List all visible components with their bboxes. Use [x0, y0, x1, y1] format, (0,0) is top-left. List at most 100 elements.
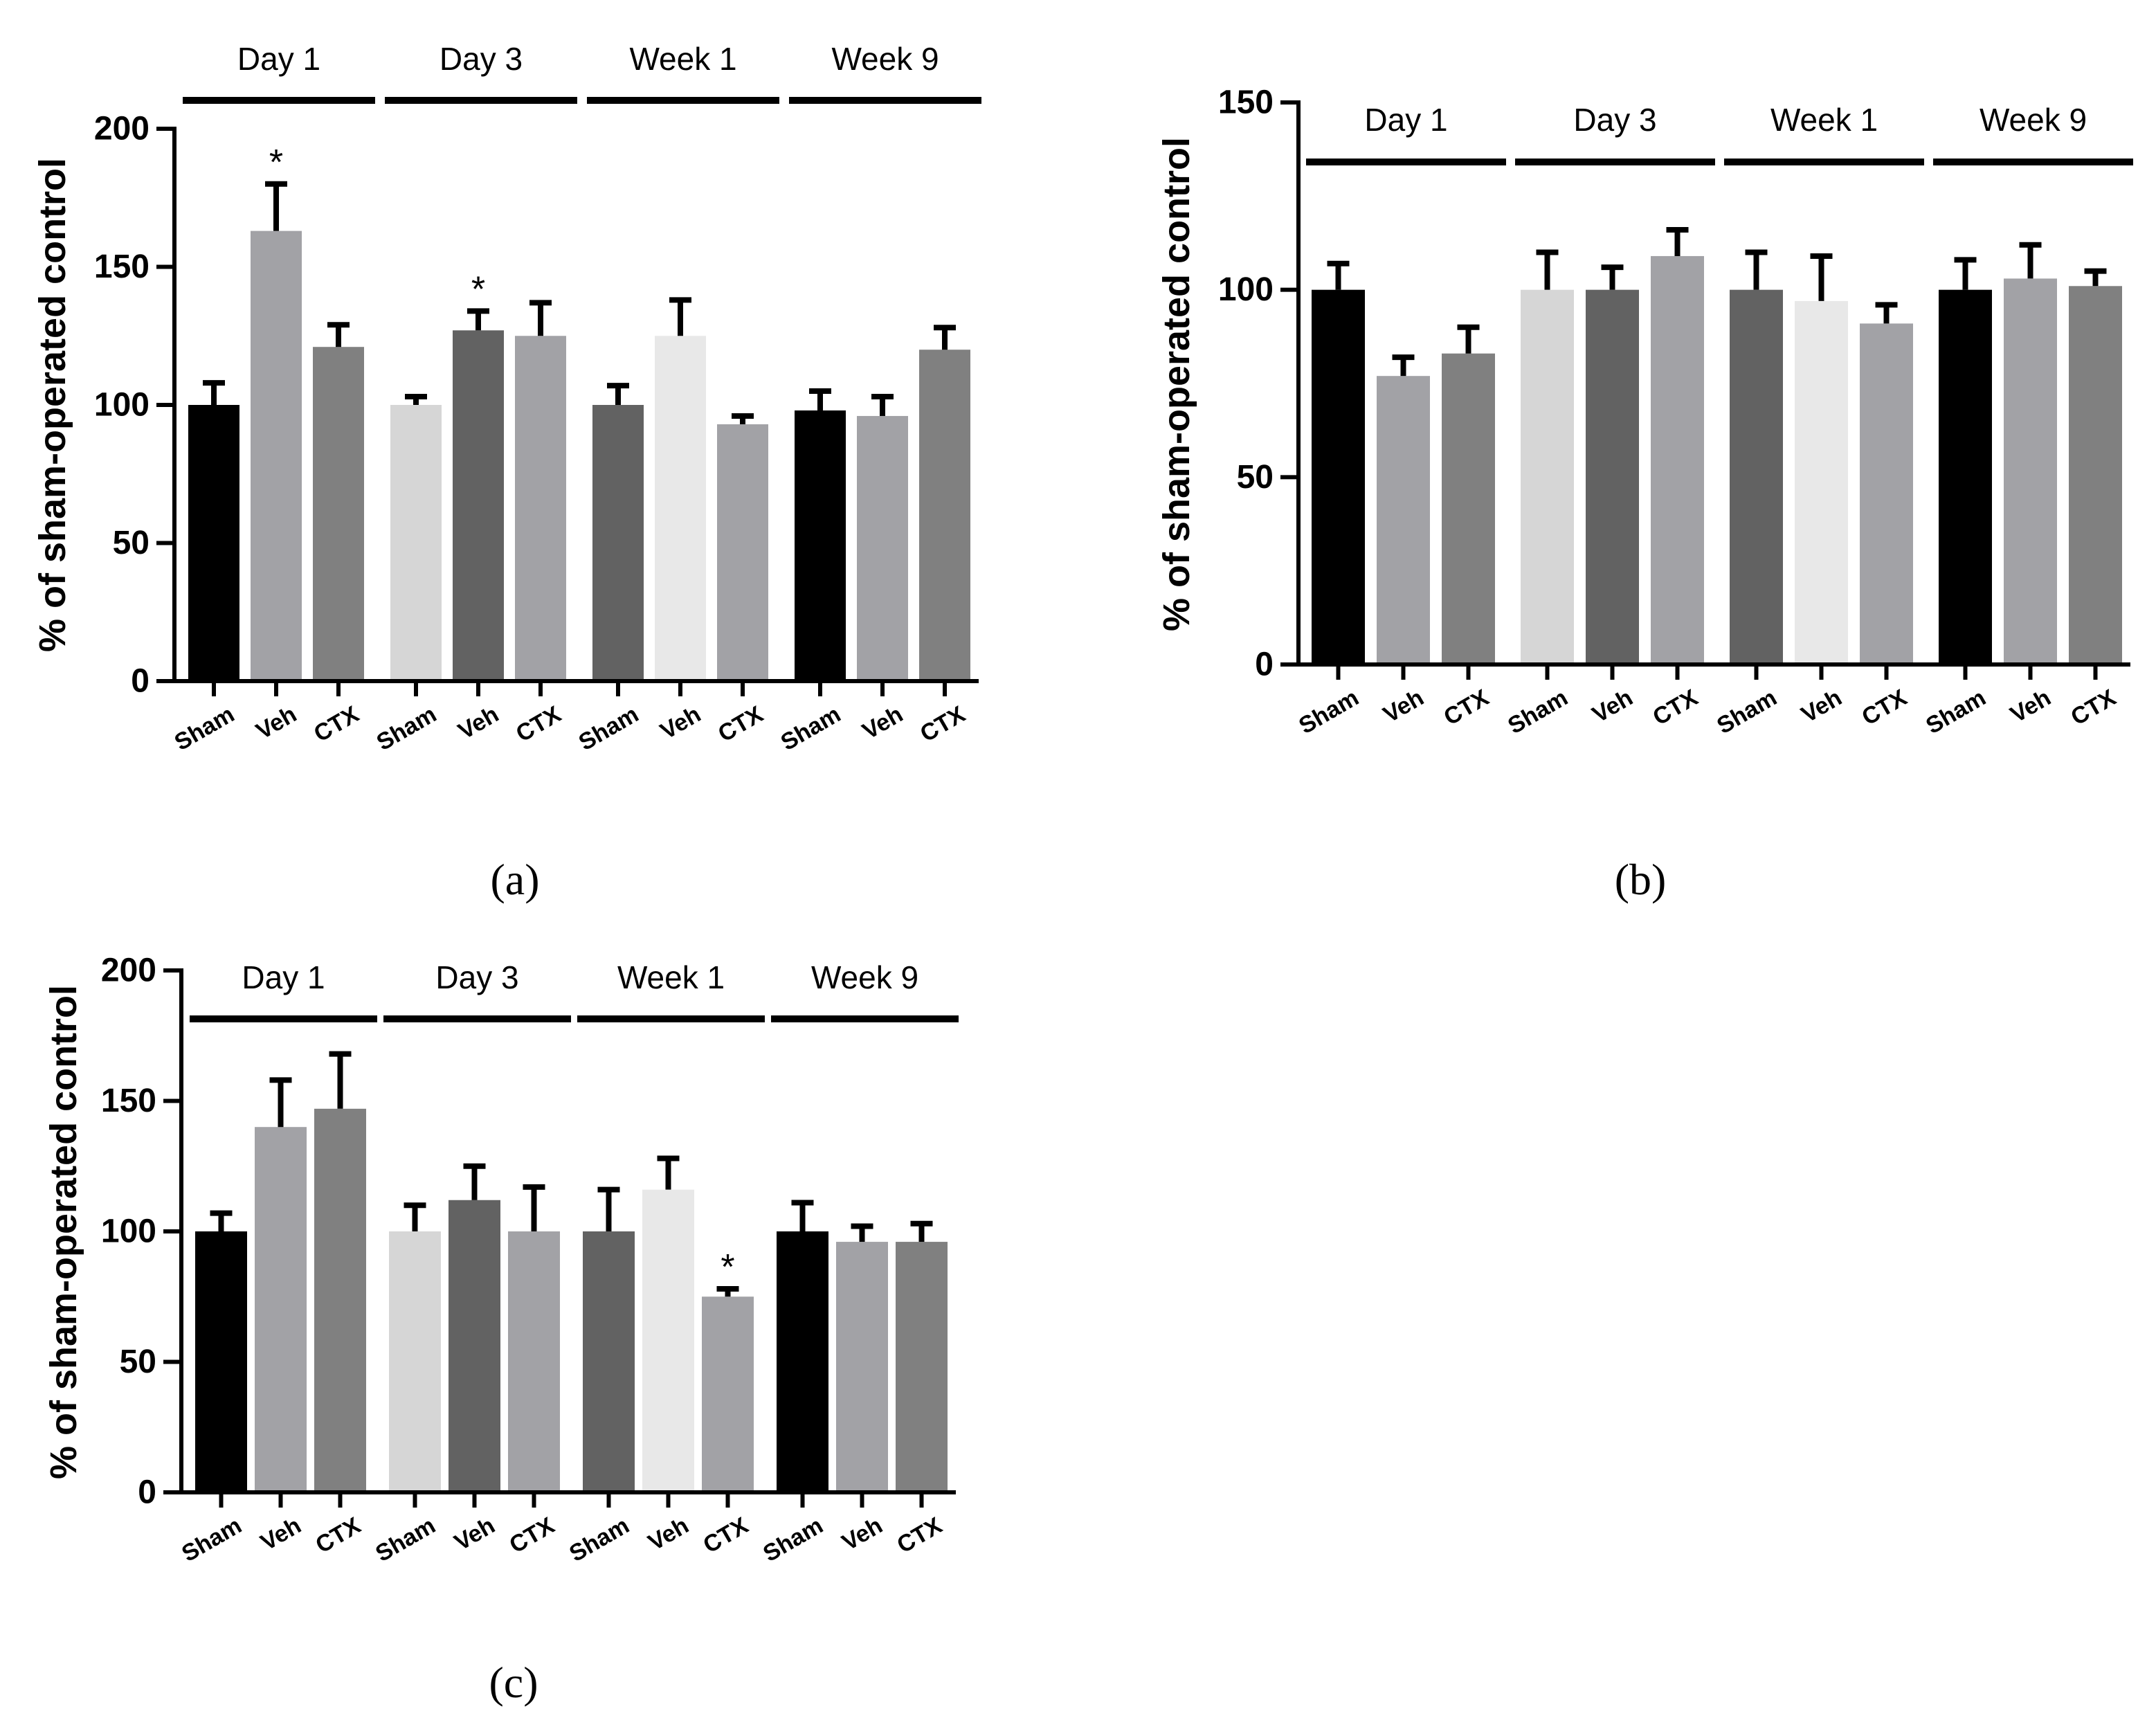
x-tick-label: CTX	[2067, 685, 2121, 731]
x-tick-label: Sham	[777, 701, 845, 756]
bar	[515, 336, 566, 681]
x-tick-label: CTX	[511, 701, 565, 748]
y-axis-title: % of sham-operated control	[43, 985, 84, 1479]
bar	[508, 1231, 560, 1492]
y-tick-label: 150	[101, 1083, 156, 1119]
x-tick-label: Sham	[372, 701, 441, 756]
bar	[896, 1242, 948, 1492]
group-label: Day 3	[435, 959, 518, 995]
panel-label: (b)	[1615, 855, 1667, 904]
y-tick-label: 150	[94, 248, 150, 285]
x-tick-label: Veh	[656, 701, 705, 745]
y-tick-label: 100	[94, 387, 150, 424]
bar	[1795, 300, 1848, 664]
significance-marker: *	[721, 1247, 734, 1287]
bar	[1730, 289, 1783, 665]
bar	[389, 1231, 441, 1492]
x-tick-label: Sham	[177, 1512, 246, 1567]
y-tick-label: 100	[101, 1213, 156, 1250]
x-tick-label: Sham	[1712, 685, 1781, 739]
bar	[255, 1127, 307, 1492]
bar	[777, 1231, 828, 1492]
y-tick-label: 150	[1218, 84, 1274, 121]
x-tick-label: CTX	[916, 701, 970, 748]
bar	[1651, 255, 1704, 664]
bar	[188, 405, 239, 681]
y-tick-label: 200	[101, 952, 156, 989]
y-axis-title: % of sham-operated control	[1156, 137, 1197, 631]
y-tick-label: 0	[1255, 646, 1274, 683]
panel-label: (a)	[490, 855, 539, 904]
x-tick-label: CTX	[1649, 685, 1703, 731]
y-tick-label: 50	[120, 1344, 156, 1380]
bar	[717, 424, 768, 681]
chart-panel-2: Sham Veh CTX Day 1 Sham Veh CTX Day 3 Sham Veh CTX…	[1156, 84, 2133, 904]
bar	[1860, 323, 1913, 664]
group-label: Day 3	[1573, 102, 1656, 138]
x-tick-label: Veh	[450, 1512, 499, 1556]
bar	[1377, 376, 1430, 664]
x-tick-label: Veh	[644, 1512, 693, 1556]
y-tick-label: 100	[1218, 271, 1274, 308]
bar	[2069, 286, 2122, 665]
group-label: Week 9	[811, 959, 918, 995]
x-tick-label: Sham	[1503, 685, 1572, 739]
y-tick-label: 50	[1237, 459, 1274, 496]
x-tick-label: Sham	[170, 701, 239, 756]
bar	[2004, 278, 2057, 665]
bar	[857, 415, 908, 681]
bar	[314, 1108, 366, 1492]
x-tick-label: CTX	[309, 701, 363, 748]
x-tick-label: CTX	[893, 1512, 947, 1559]
x-tick-label: Veh	[858, 701, 907, 745]
x-tick-label: CTX	[1440, 685, 1494, 731]
bar	[592, 405, 644, 681]
x-tick-label: Sham	[565, 1512, 633, 1567]
group-label: Week 1	[1770, 102, 1878, 138]
x-tick-label: Veh	[1379, 685, 1428, 728]
group-label: Week 9	[1980, 102, 2087, 138]
bar	[702, 1296, 754, 1492]
bar	[919, 350, 970, 681]
group-label: Day 1	[1364, 102, 1447, 138]
x-tick-label: Sham	[759, 1512, 827, 1567]
bar	[313, 347, 364, 681]
bar	[1521, 289, 1574, 665]
bar	[251, 230, 302, 681]
bar	[1312, 289, 1365, 665]
x-tick-label: CTX	[699, 1512, 753, 1559]
bar	[1586, 289, 1639, 665]
bar	[836, 1242, 888, 1492]
panel-label: (c)	[489, 1658, 538, 1707]
x-tick-label: Veh	[256, 1512, 305, 1556]
group-label: Week 1	[629, 41, 736, 77]
x-tick-label: Sham	[1294, 685, 1363, 739]
group-label: Day 1	[237, 41, 320, 77]
significance-marker: *	[471, 269, 485, 309]
x-tick-label: CTX	[311, 1512, 365, 1559]
x-tick-label: Veh	[2006, 685, 2055, 728]
x-tick-label: CTX	[1858, 685, 1912, 731]
bar	[795, 410, 846, 681]
x-tick-label: Sham	[574, 701, 643, 756]
x-tick-label: Veh	[837, 1512, 887, 1556]
bar	[453, 330, 504, 681]
x-tick-label: Veh	[1797, 685, 1846, 728]
significance-marker: *	[269, 143, 283, 183]
x-tick-label: CTX	[714, 701, 768, 748]
bar	[1442, 353, 1495, 664]
x-tick-label: Veh	[252, 701, 301, 745]
y-axis-title: % of sham-operated control	[32, 158, 73, 652]
bar	[655, 336, 706, 681]
y-tick-label: 200	[94, 111, 150, 147]
group-label: Day 1	[242, 959, 325, 995]
x-tick-label: Veh	[1588, 685, 1637, 728]
group-label: Week 1	[617, 959, 725, 995]
x-tick-label: Sham	[1921, 685, 1990, 739]
x-tick-label: CTX	[505, 1512, 559, 1559]
bar	[195, 1231, 247, 1492]
y-tick-label: 0	[138, 1474, 156, 1511]
